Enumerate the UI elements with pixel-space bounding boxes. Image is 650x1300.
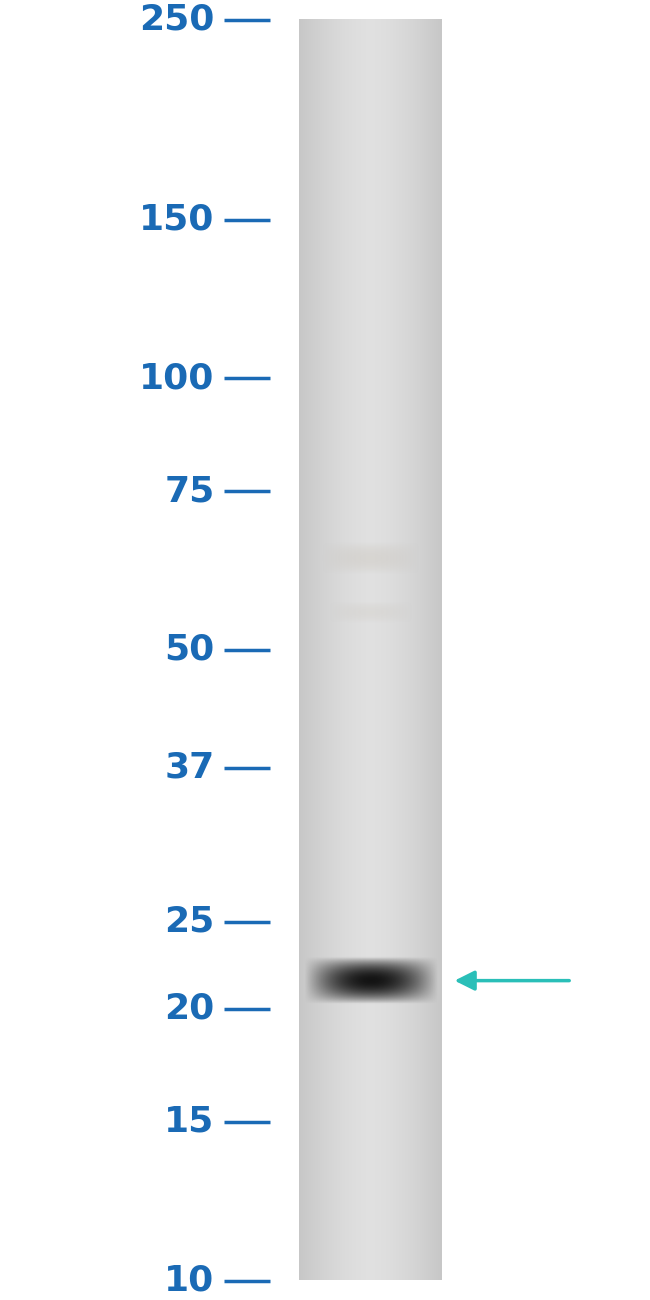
Text: 20: 20 [164, 992, 214, 1026]
Text: 250: 250 [139, 3, 214, 36]
Text: 75: 75 [164, 474, 214, 508]
Text: 25: 25 [164, 905, 214, 939]
Text: 37: 37 [164, 751, 214, 785]
Text: 15: 15 [164, 1105, 214, 1139]
Text: 50: 50 [164, 633, 214, 667]
Text: 100: 100 [139, 361, 214, 395]
Text: 150: 150 [139, 203, 214, 237]
Text: 10: 10 [164, 1264, 214, 1297]
